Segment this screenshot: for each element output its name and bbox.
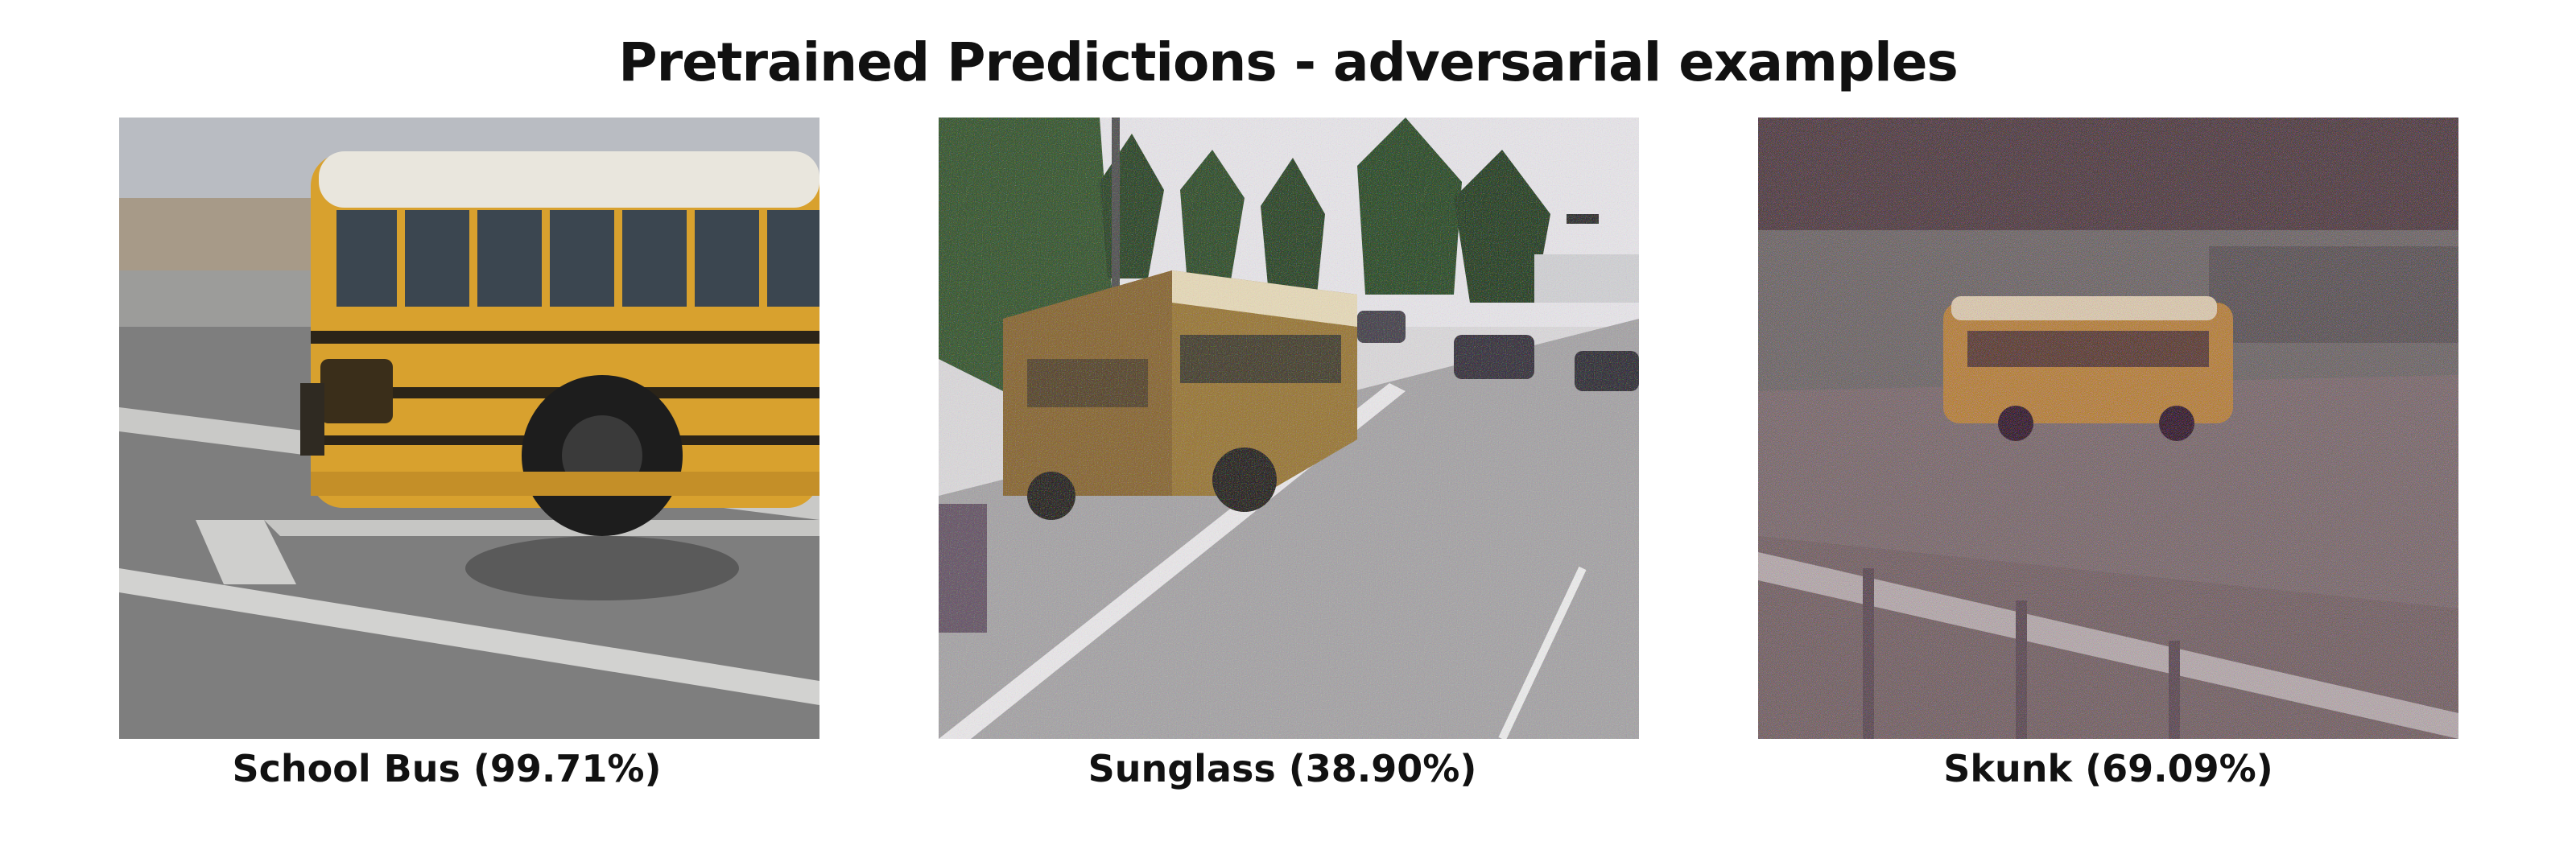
prediction-label-2: Sunglass (38.90%) <box>1088 747 1477 790</box>
image-highway-adversarial <box>1758 118 2458 739</box>
prediction-label-3: Skunk (69.09%) <box>1943 747 2273 790</box>
image-school-bus <box>119 118 819 739</box>
page-title: Pretrained Predictions - adversarial exa… <box>618 31 1959 93</box>
image-street-adversarial <box>939 118 1639 739</box>
prediction-label-1: School Bus (99.71%) <box>232 747 662 790</box>
